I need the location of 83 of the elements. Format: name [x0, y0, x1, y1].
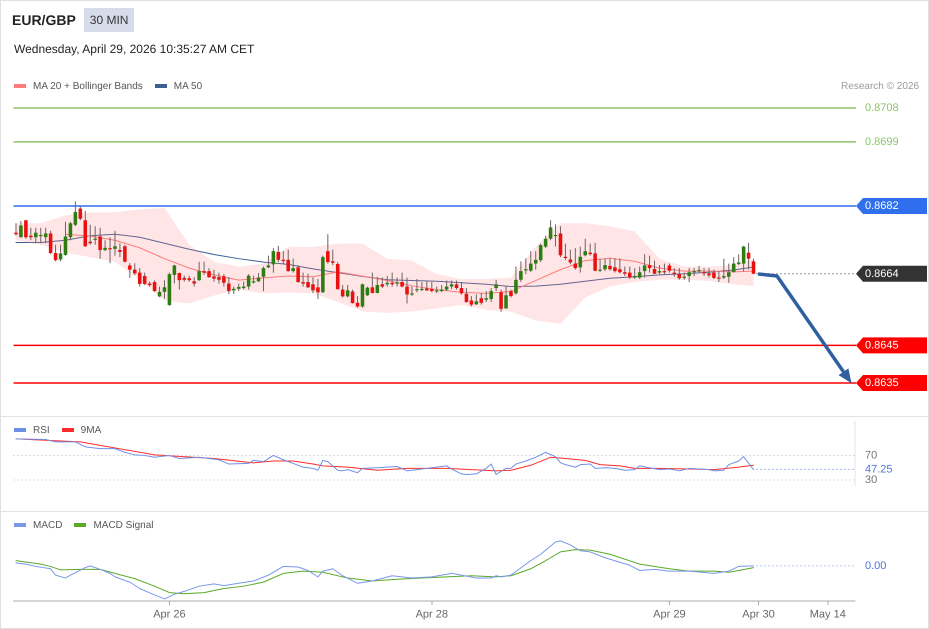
- candlestick: [385, 276, 390, 288]
- candlestick: [19, 220, 23, 238]
- candlestick: [266, 255, 270, 269]
- candlestick: [376, 276, 380, 294]
- candlestick: [14, 222, 18, 236]
- candlestick: [534, 250, 538, 270]
- candlestick: [499, 289, 503, 312]
- candlestick: [454, 280, 458, 290]
- candlestick: [578, 246, 582, 274]
- candlestick: [340, 284, 344, 298]
- candlestick: [668, 263, 672, 274]
- candlestick: [108, 236, 112, 264]
- y-tick-label: 0.8635: [865, 377, 899, 390]
- legend-label: MACD: [33, 520, 62, 531]
- chart-subtitle: Wednesday, April 29, 2026 10:35:27 AM CET: [14, 42, 254, 56]
- x-tick-label: Apr 29: [653, 608, 686, 621]
- legend-label: MACD Signal: [93, 520, 154, 531]
- candlestick: [460, 282, 464, 295]
- candlestick: [158, 286, 162, 298]
- ref-line-label: 47.25: [865, 463, 893, 476]
- legend-label: MA 20 + Bollinger Bands: [33, 81, 143, 92]
- x-tick-label: May 14: [810, 608, 846, 621]
- candlestick: [48, 230, 52, 255]
- candlestick: [113, 230, 117, 256]
- candlestick: [356, 295, 360, 308]
- y-tick-label: 0.8682: [865, 200, 899, 212]
- legend-label: RSI: [33, 425, 50, 436]
- y-tick-label: 0.8645: [865, 339, 899, 352]
- candlestick: [98, 227, 102, 260]
- candlestick: [677, 268, 682, 280]
- text: Research © 2026: [841, 81, 919, 93]
- candlestick: [504, 286, 508, 310]
- candlestick: [390, 272, 394, 288]
- candlestick: [474, 294, 478, 306]
- x-tick-label: Apr 30: [742, 608, 775, 621]
- candlestick: [128, 262, 132, 278]
- candlestick: [658, 264, 662, 275]
- candlestick: [574, 248, 578, 270]
- candlestick: [78, 206, 82, 221]
- candlestick: [662, 263, 666, 275]
- candlestick: [652, 260, 656, 275]
- candlestick: [272, 248, 276, 274]
- y-tick-label: 0.8699: [865, 136, 899, 148]
- candlestick: [598, 258, 602, 273]
- candlestick: [519, 260, 523, 283]
- candlestick: [479, 292, 484, 306]
- candlestick: [256, 272, 260, 283]
- candlestick: [197, 261, 201, 282]
- candlestick: [583, 238, 588, 257]
- y-tick-label: 0.8664: [865, 268, 899, 280]
- y-tick-label: 0.8708: [865, 102, 899, 114]
- candlestick: [752, 258, 756, 275]
- candlestick: [648, 255, 652, 274]
- legend-label: MA 50: [174, 81, 202, 92]
- y-tick-label: 70: [865, 449, 878, 462]
- candlestick: [370, 272, 374, 294]
- candlestick: [93, 226, 97, 246]
- candlestick: [514, 266, 518, 295]
- legend-label: 9MA: [80, 425, 102, 436]
- candlestick: [350, 289, 354, 304]
- y-tick-label: 30: [865, 474, 878, 486]
- candlestick: [405, 277, 409, 304]
- candlestick: [746, 242, 750, 270]
- chart-title: EUR/GBP: [12, 12, 76, 28]
- candlestick: [410, 286, 414, 296]
- x-tick-label: Apr 26: [153, 608, 186, 621]
- candlestick: [568, 249, 572, 265]
- text: 0.00: [865, 560, 886, 572]
- candlestick: [444, 280, 448, 292]
- candlestick: [346, 284, 350, 298]
- candlestick: [400, 272, 404, 288]
- candlestick: [227, 276, 231, 295]
- candlestick: [276, 245, 280, 263]
- candlestick: [494, 279, 498, 292]
- candlestick: [603, 258, 607, 272]
- candlestick: [558, 226, 562, 258]
- candlestick: [262, 266, 266, 292]
- candlestick: [642, 254, 646, 278]
- x-tick-label: Apr 28: [416, 608, 448, 621]
- text: 30 MIN: [84, 8, 134, 32]
- candlestick: [296, 264, 300, 284]
- candlestick: [291, 258, 295, 274]
- candlestick: [54, 244, 58, 262]
